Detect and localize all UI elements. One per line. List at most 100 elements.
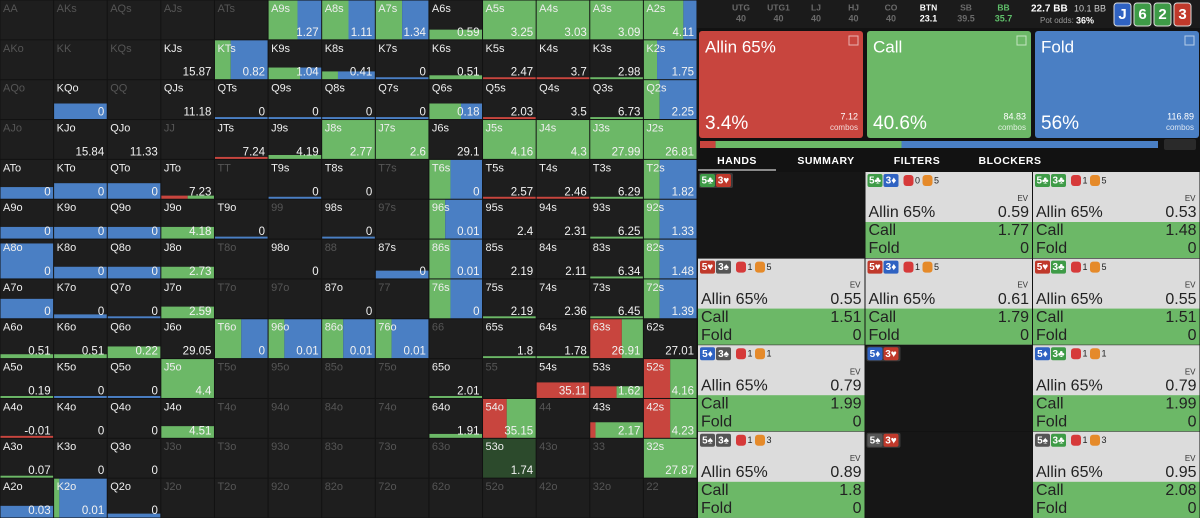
tab[interactable]: HANDS: [717, 155, 757, 167]
hand-cell[interactable]: [54, 438, 107, 478]
hand-cell[interactable]: [268, 239, 322, 279]
hand-cell[interactable]: [214, 120, 268, 159]
hand-cell[interactable]: [54, 279, 107, 319]
hand-cell[interactable]: [322, 398, 375, 438]
hand-cell[interactable]: [161, 80, 214, 120]
hand-cell[interactable]: [107, 478, 161, 518]
hand-cell[interactable]: [590, 159, 643, 199]
hand-cell[interactable]: [54, 359, 107, 398]
hand-cell[interactable]: [536, 199, 590, 239]
hand-cell[interactable]: [54, 40, 107, 80]
hand-cell[interactable]: [214, 398, 268, 438]
hand-cell[interactable]: [429, 398, 483, 438]
hand-cell[interactable]: [107, 120, 161, 159]
hand-cell[interactable]: [322, 279, 375, 319]
hand-cell[interactable]: [0, 398, 54, 438]
hand-cell[interactable]: [536, 80, 590, 120]
hand-cell[interactable]: [483, 159, 536, 199]
hand-cell[interactable]: [0, 319, 54, 359]
hand-cell[interactable]: [161, 0, 214, 40]
hand-cell[interactable]: [107, 80, 161, 120]
hand-cell[interactable]: [590, 40, 643, 80]
hand-cell[interactable]: [107, 40, 161, 80]
position-stack[interactable]: 40: [736, 13, 746, 23]
hand-cell[interactable]: [483, 239, 536, 279]
action-box[interactable]: [699, 31, 863, 138]
hand-cell[interactable]: [268, 398, 322, 438]
position-stack[interactable]: 40: [886, 13, 896, 23]
hand-cell[interactable]: [536, 159, 590, 199]
hand-cell[interactable]: [0, 438, 54, 478]
hand-cell[interactable]: [107, 0, 161, 40]
hand-cell[interactable]: [54, 120, 107, 159]
hand-cell[interactable]: [375, 40, 429, 80]
hand-cell[interactable]: [375, 159, 429, 199]
hand-cell[interactable]: [375, 199, 429, 239]
hand-cell[interactable]: [536, 319, 590, 359]
grid-menu-button[interactable]: [1164, 139, 1196, 150]
hand-cell[interactable]: [322, 239, 375, 279]
hand-cell[interactable]: [322, 80, 375, 120]
position-name[interactable]: BTN: [920, 2, 937, 12]
hand-cell[interactable]: [590, 199, 643, 239]
hand-cell[interactable]: [375, 478, 429, 518]
hand-cell[interactable]: [322, 199, 375, 239]
hand-cell[interactable]: [375, 359, 429, 398]
hand-cell[interactable]: [536, 398, 590, 438]
position-name[interactable]: BB: [997, 2, 1009, 12]
hand-cell[interactable]: [161, 120, 214, 159]
hand-cell[interactable]: [536, 438, 590, 478]
position-name[interactable]: HJ: [848, 2, 859, 12]
hand-cell[interactable]: [268, 120, 322, 159]
hand-cell[interactable]: [214, 239, 268, 279]
hand-cell[interactable]: [214, 279, 268, 319]
hand-cell[interactable]: [375, 80, 429, 120]
tab[interactable]: FILTERS: [894, 155, 940, 167]
position-stack[interactable]: 35.7: [995, 13, 1013, 23]
hand-cell[interactable]: [590, 438, 643, 478]
hand-cell[interactable]: [322, 359, 375, 398]
hand-cell[interactable]: [214, 478, 268, 518]
position-stack[interactable]: 39.5: [957, 13, 975, 23]
hand-cell[interactable]: [107, 398, 161, 438]
hand-cell[interactable]: [429, 120, 483, 159]
hand-cell[interactable]: [643, 319, 697, 359]
hand-cell[interactable]: [161, 319, 214, 359]
hand-cell[interactable]: [0, 80, 54, 120]
hand-cell[interactable]: [590, 80, 643, 120]
hand-cell[interactable]: [536, 279, 590, 319]
hand-cell[interactable]: [214, 359, 268, 398]
hand-cell[interactable]: [483, 279, 536, 319]
action-box[interactable]: [1035, 31, 1199, 138]
position-name[interactable]: SB: [960, 2, 972, 12]
position-name[interactable]: UTG: [732, 2, 750, 12]
hand-cell[interactable]: [536, 40, 590, 80]
hand-cell[interactable]: [375, 398, 429, 438]
hand-cell[interactable]: [322, 438, 375, 478]
hand-cell[interactable]: [0, 0, 54, 40]
position-stack[interactable]: 40: [811, 13, 821, 23]
hand-cell[interactable]: [536, 239, 590, 279]
hand-cell[interactable]: [268, 438, 322, 478]
hand-cell[interactable]: [107, 279, 161, 319]
hand-cell[interactable]: [268, 478, 322, 518]
position-stack[interactable]: 23.1: [920, 13, 938, 23]
hand-cell[interactable]: [268, 159, 322, 199]
hand-cell[interactable]: [483, 359, 536, 398]
hand-cell[interactable]: [268, 279, 322, 319]
hand-cell[interactable]: [161, 478, 214, 518]
hand-cell[interactable]: [429, 359, 483, 398]
hand-cell[interactable]: [161, 159, 214, 199]
hand-cell[interactable]: [483, 478, 536, 518]
position-stack[interactable]: 40: [773, 13, 783, 23]
hand-cell[interactable]: [268, 359, 322, 398]
position-stack[interactable]: 40: [848, 13, 858, 23]
hand-cell[interactable]: [54, 319, 107, 359]
hand-cell[interactable]: [483, 40, 536, 80]
hand-cell[interactable]: [214, 0, 268, 40]
hand-cell[interactable]: [322, 478, 375, 518]
hand-cell[interactable]: [643, 478, 697, 518]
hand-cell[interactable]: [322, 159, 375, 199]
hand-cell[interactable]: [590, 239, 643, 279]
hand-cell[interactable]: [214, 159, 268, 199]
